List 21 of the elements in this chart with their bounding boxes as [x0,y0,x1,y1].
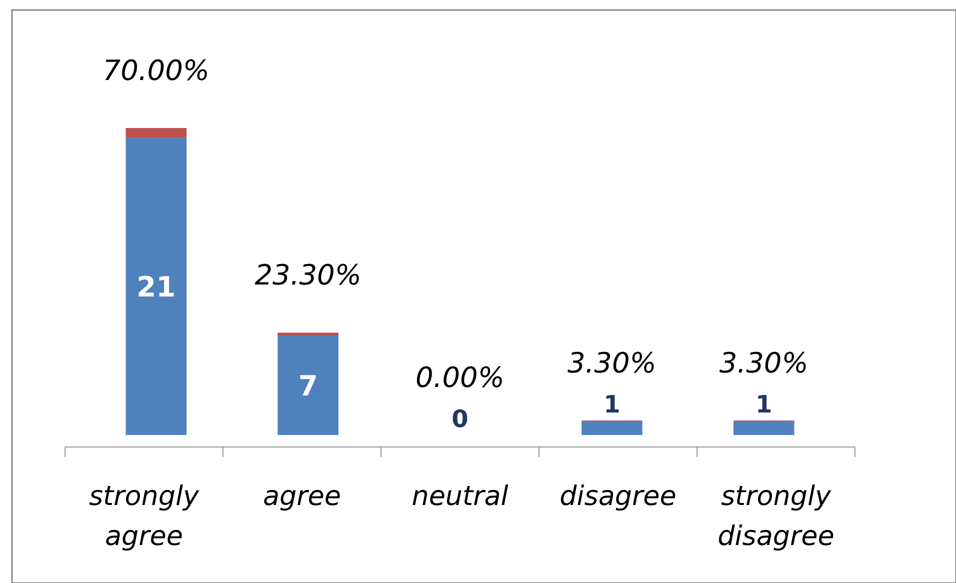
bar [733,420,794,435]
bar [126,138,187,435]
x-tick-label: strongly agree [88,481,200,552]
x-tick-label: strongly disagree [718,481,834,552]
data-label: 1 [755,390,772,418]
data-label: 21 [136,270,176,304]
x-tick-label: agree [262,481,342,512]
data-label: 3.30% [719,346,808,380]
x-tick-label: disagree [560,481,676,512]
data-label: 0 [452,405,468,433]
data-label: 3.30% [567,346,656,380]
bar [278,336,338,435]
data-label: 7 [298,369,318,402]
bar [278,332,338,336]
data-label: 23.30% [254,258,362,292]
bar [582,420,642,435]
data-label: 1 [604,390,620,418]
bar [126,128,187,138]
data-label: 0.00% [416,361,504,394]
data-label: 70.00% [102,54,210,87]
x-tick-label: neutral [412,481,509,512]
